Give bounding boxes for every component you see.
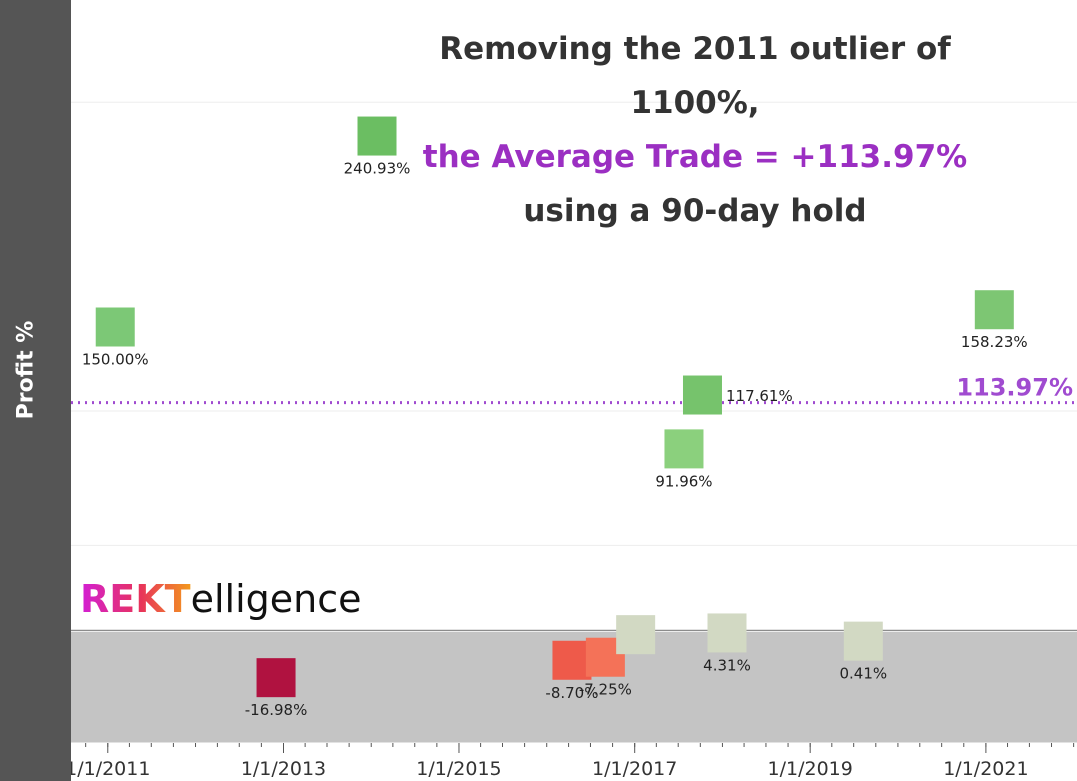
scatter-chart: 1/1/2011 1/1/2013 1/1/2015 1/1/2017 1/1/2019…	[71, 101, 1077, 780]
x-tick-label: 1/1/2011	[71, 758, 150, 780]
data-label: -16.98%	[245, 701, 308, 719]
x-tick-label: 1/1/2017	[592, 758, 677, 780]
data-label: -7.25%	[579, 681, 632, 699]
data-point	[552, 640, 592, 680]
y-axis-label: Profit %	[13, 320, 39, 420]
title-line-1: Removing the 2011 outlier of 1100%,	[439, 31, 951, 121]
data-point	[707, 613, 747, 653]
data-label: 158.23%	[961, 333, 1028, 351]
average-label: 113.97%	[956, 374, 1073, 402]
data-point	[256, 658, 296, 698]
data-point	[357, 116, 397, 156]
data-label: 117.61%	[726, 387, 793, 405]
data-label: 150.00%	[82, 351, 149, 369]
title-line-2: the Average Trade = +113.97%	[422, 139, 968, 175]
x-tick-label: 1/1/2021	[943, 758, 1028, 780]
y-axis-panel: Profit %	[0, 0, 71, 781]
data-label: 0.41%	[839, 665, 887, 683]
x-tick-label: 1/1/2013	[241, 758, 326, 780]
data-point	[974, 290, 1014, 330]
data-point	[616, 615, 656, 655]
data-point	[95, 307, 135, 347]
data-point	[664, 429, 704, 469]
title-line-3: using a 90-day hold	[523, 193, 867, 229]
data-label: 240.93%	[344, 160, 411, 178]
data-label: 4.31%	[703, 656, 751, 674]
logo-rekt: REKT	[80, 577, 191, 621]
chart-title: Removing the 2011 outlier of 1100%, the …	[400, 22, 990, 238]
rektelligence-logo: REKTelligence	[80, 574, 362, 624]
data-point	[843, 621, 883, 661]
data-point	[682, 375, 722, 415]
data-label: 91.96%	[655, 472, 712, 490]
x-tick-label: 1/1/2015	[416, 758, 501, 780]
data-label: -8.70%	[545, 684, 598, 702]
logo-elligence: elligence	[190, 577, 362, 621]
x-tick-label: 1/1/2019	[768, 758, 853, 780]
